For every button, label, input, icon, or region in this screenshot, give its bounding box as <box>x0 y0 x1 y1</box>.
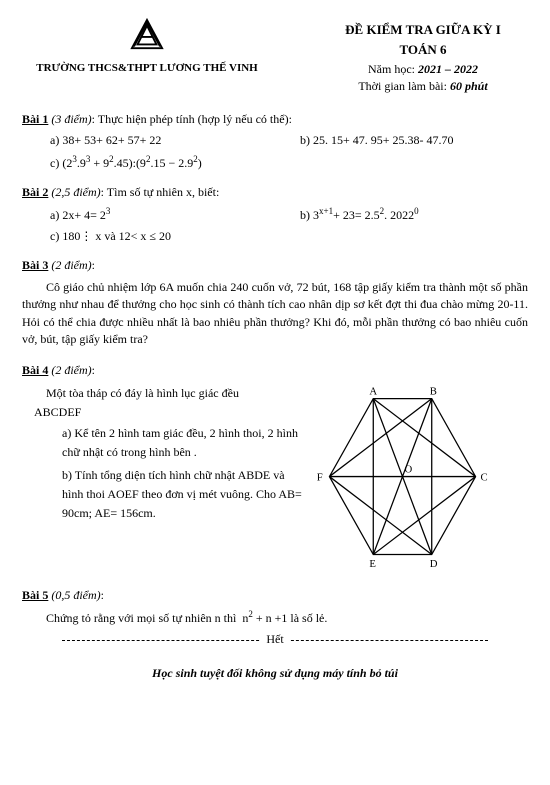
footer-note: Học sinh tuyệt đối không sử dụng máy tín… <box>22 666 528 681</box>
bai4-body: Một tòa tháp có đáy là hình lục giác đều… <box>22 384 528 574</box>
duration-value: 60 phút <box>450 79 488 93</box>
bai4-b: b) Tính tổng diện tích hình chữ nhật ABD… <box>62 466 302 524</box>
bai1-c-expr: (23.93 + 92.45):(92.15 − 2.92) <box>62 156 201 170</box>
vertex-f: F <box>316 471 322 483</box>
vertex-d: D <box>429 558 437 570</box>
bai1-c-prefix: c) <box>50 156 62 170</box>
exam-title: ĐỀ KIỂM TRA GIỮA KỲ I <box>318 22 528 38</box>
bai3-points: (2 điểm) <box>51 258 91 272</box>
end-divider: Hết <box>62 640 488 656</box>
bai1: Bài 1 (3 điểm): Thực hiện phép tính (hợp… <box>22 112 528 171</box>
hexagon-diagram-icon: A B C D E F O <box>305 384 500 574</box>
end-label: Hết <box>260 632 289 646</box>
bai5: Bài 5 (0,5 điểm): Chứng tỏ rằng với mọi … <box>22 588 528 626</box>
year-value: 2021 – 2022 <box>418 62 478 76</box>
bai4-points: (2 điểm) <box>51 363 91 377</box>
bai1-prompt: : Thực hiện phép tính (hợp lý nếu có thể… <box>92 112 292 126</box>
bai1-c: c) (23.93 + 92.45):(92.15 − 2.92) <box>50 154 528 171</box>
bai4-figure: A B C D E F O <box>302 384 502 574</box>
duration-label: Thời gian làm bài: <box>358 79 447 93</box>
bai2-prompt: : Tìm số tự nhiên x, biết: <box>101 185 220 199</box>
bai2-a: a) 2x+ 4= 23 <box>50 206 300 223</box>
vertex-e: E <box>369 558 376 570</box>
duration: Thời gian làm bài: 60 phút <box>318 79 528 94</box>
bai3: Bài 3 (2 điểm): Cô giáo chủ nhiệm lớp 6A… <box>22 258 528 349</box>
academic-year: Năm học: 2021 – 2022 <box>318 62 528 77</box>
bai2-c: c) 180⋮ x và 12< x ≤ 20 <box>50 229 528 244</box>
bai4-intro: Một tòa tháp có đáy là hình lục giác đều <box>46 386 302 401</box>
bai4-name: ABCDEF <box>34 405 302 420</box>
bai4-left: Một tòa tháp có đáy là hình lục giác đều… <box>22 384 302 574</box>
vertex-c: C <box>480 471 487 483</box>
subject: TOÁN 6 <box>318 42 528 58</box>
bai1-points: (3 điểm) <box>51 112 91 126</box>
bai2-b: b) 3x+1+ 23= 2.52. 20220 <box>300 206 528 223</box>
bai1-a: a) 38+ 53+ 62+ 57+ 22 <box>50 133 300 148</box>
bai2-row1: a) 2x+ 4= 23 b) 3x+1+ 23= 2.52. 20220 <box>22 206 528 223</box>
bai1-label: Bài 1 <box>22 112 48 126</box>
header-left: TRƯỜNG THCS&THPT LƯƠNG THẾ VINH <box>22 18 272 74</box>
year-label: Năm học: <box>368 62 415 76</box>
vertex-a: A <box>369 385 377 397</box>
bai1-b: b) 25. 15+ 47. 95+ 25.38- 47.70 <box>300 133 528 148</box>
bai1-row1: a) 38+ 53+ 62+ 57+ 22 b) 25. 15+ 47. 95+… <box>22 133 528 148</box>
bai4-label: Bài 4 <box>22 363 48 377</box>
header-right: ĐỀ KIỂM TRA GIỮA KỲ I TOÁN 6 Năm học: 20… <box>318 18 528 94</box>
bai3-text: Cô giáo chủ nhiệm lớp 6A muốn chia 240 c… <box>22 279 528 349</box>
bai4: Bài 4 (2 điểm): Một tòa tháp có đáy là h… <box>22 363 528 574</box>
bai2: Bài 2 (2,5 điểm): Tìm số tự nhiên x, biế… <box>22 185 528 244</box>
bai5-points: (0,5 điểm) <box>51 588 100 602</box>
school-logo-icon <box>128 18 166 52</box>
bai4-a: a) Kể tên 2 hình tam giác đều, 2 hình th… <box>62 424 302 462</box>
bai5-label: Bài 5 <box>22 588 48 602</box>
header: TRƯỜNG THCS&THPT LƯƠNG THẾ VINH ĐỀ KIỂM … <box>22 18 528 94</box>
bai3-label: Bài 3 <box>22 258 48 272</box>
bai2-points: (2,5 điểm) <box>51 185 100 199</box>
vertex-o: O <box>404 463 412 475</box>
bai2-label: Bài 2 <box>22 185 48 199</box>
school-name: TRƯỜNG THCS&THPT LƯƠNG THẾ VINH <box>22 62 272 74</box>
bai5-text: Chứng tỏ rằng với mọi số tự nhiên n thì … <box>46 609 528 626</box>
vertex-b: B <box>429 385 436 397</box>
